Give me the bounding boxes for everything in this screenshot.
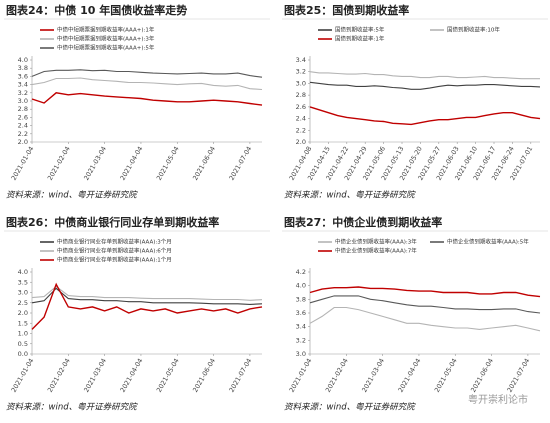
series-line: [309, 295, 541, 314]
y-tick-label: 2.4: [296, 115, 306, 123]
series-line: [309, 81, 541, 90]
y-tick-label: 2.0: [18, 309, 28, 317]
y-tick-label: 3.0: [296, 79, 306, 87]
series-line: [31, 92, 263, 106]
y-tick-label: 3.6: [296, 309, 306, 317]
chart-title: 图表26：中债商业银行同业存单到期收益率: [6, 215, 219, 229]
x-tick-label: 2021-03-04: [82, 357, 108, 394]
legend-label: 中债商业银行同业存单到期收益率(AAA):6个月: [57, 247, 172, 255]
legend-label: 中债企业债到期收益率(AAA):7年: [335, 247, 417, 255]
y-tick-label: 2.8: [296, 91, 306, 99]
x-tick-label: 2021-01-04: [10, 357, 36, 394]
x-tick-label: 2021-03-04: [360, 357, 386, 394]
x-tick-label: 2021-04-04: [119, 357, 145, 394]
x-tick-label: 2021-04-04: [397, 357, 423, 394]
x-tick-label: 2021-04-04: [119, 145, 145, 182]
x-tick-label: 2021-05-04: [155, 357, 181, 394]
y-tick-label: 2.2: [296, 126, 306, 134]
x-tick-label: 2021-06-04: [191, 357, 217, 394]
y-tick-label: 3.6: [18, 72, 28, 80]
y-tick-label: 2.5: [18, 299, 28, 307]
x-tick-label: 2021-02-04: [46, 145, 72, 182]
y-tick-label: 2.0: [18, 138, 28, 146]
chart-title: 图表25：国债到期收益率: [284, 3, 409, 17]
x-tick-label: 2021-07-04: [228, 145, 254, 182]
y-tick-label: 2.4: [18, 122, 28, 130]
series-line: [309, 106, 541, 126]
y-tick-label: 3.2: [18, 89, 28, 97]
y-tick-label: 4.0: [18, 56, 28, 64]
series-line: [31, 77, 263, 91]
legend-label: 国债到期收益率:5年: [335, 26, 385, 34]
y-tick-label: 4.0: [296, 282, 306, 290]
series-line: [31, 69, 263, 78]
y-tick-label: 0.5: [18, 340, 28, 348]
legend-label: 中债中短期票据到期收益率(AAA+):5年: [57, 44, 155, 52]
y-tick-label: 3.4: [296, 56, 306, 64]
watermark: 粤开崇利论市: [468, 393, 528, 406]
y-tick-label: 0.0: [18, 350, 28, 358]
y-tick-label: 3.0: [18, 97, 28, 105]
x-tick-label: 2021-05-04: [155, 145, 181, 182]
series-line: [309, 286, 541, 298]
x-tick-label: 2021-02-04: [46, 357, 72, 394]
source: 资料来源：wind、粤开证券研究院: [284, 402, 416, 413]
y-tick-label: 3.2: [296, 68, 306, 76]
y-tick-label: 3.5: [18, 278, 28, 286]
series-line: [31, 285, 263, 301]
y-tick-label: 3.8: [296, 295, 306, 303]
x-tick-label: 2021-06-04: [469, 357, 495, 394]
y-tick-label: 4.0: [18, 268, 28, 276]
y-tick-label: 3.4: [18, 81, 28, 89]
legend-label: 中债商业银行同业存单到期收益率(AAA):1个月: [57, 256, 172, 264]
x-tick-label: 2021-03-04: [82, 145, 108, 182]
source: 资料来源：wind、粤开证券研究院: [284, 190, 416, 201]
source: 资料来源：wind、粤开证券研究院: [6, 190, 138, 201]
series-line: [31, 282, 263, 330]
y-tick-label: 3.2: [296, 336, 306, 344]
legend-label: 中债企业债到期收益率(AAA):5年: [447, 238, 529, 246]
y-tick-label: 2.6: [296, 103, 306, 111]
x-tick-label: 2021-01-04: [288, 357, 314, 394]
y-tick-label: 1.0: [18, 330, 28, 338]
chart-title: 图表27：中债企业债到期收益率: [284, 215, 442, 229]
y-tick-label: 3.0: [296, 350, 306, 358]
x-tick-label: 2021-06-04: [191, 145, 217, 182]
y-tick-label: 4.2: [296, 268, 306, 276]
y-tick-label: 3.8: [18, 64, 28, 72]
x-tick-label: 2021-07-04: [228, 357, 254, 394]
legend-label: 中债企业债到期收益率(AAA):3年: [335, 238, 417, 246]
y-tick-label: 3.4: [296, 323, 306, 331]
legend-label: 中债商业银行同业存单到期收益率(AAA):3个月: [57, 238, 172, 246]
x-tick-label: 2021-02-04: [324, 357, 350, 394]
legend-label: 中债中短期票据到期收益率(AAA+):3年: [57, 35, 155, 43]
chart-title: 图表24：中债 10 年国债收益率走势: [6, 3, 187, 17]
series-line: [309, 306, 541, 332]
legend-label: 中债中短期票据到期收益率(AAA+):1年: [57, 26, 155, 34]
y-tick-label: 2.6: [18, 113, 28, 121]
series-line: [31, 287, 263, 305]
x-tick-label: 2021-07-04: [506, 357, 532, 394]
y-tick-label: 2.0: [296, 138, 306, 146]
y-tick-label: 3.0: [18, 289, 28, 297]
y-tick-label: 2.2: [18, 130, 28, 138]
x-tick-label: 2021-01-04: [10, 145, 36, 182]
y-tick-label: 1.5: [18, 319, 28, 327]
source: 资料来源：wind、粤开证券研究院: [6, 402, 138, 413]
legend-label: 国债到期收益率:10年: [447, 26, 500, 34]
y-tick-label: 2.8: [18, 105, 28, 113]
series-line: [309, 71, 540, 80]
x-tick-label: 2021-05-04: [433, 357, 459, 394]
legend-label: 国债到期收益率:1年: [335, 35, 385, 43]
